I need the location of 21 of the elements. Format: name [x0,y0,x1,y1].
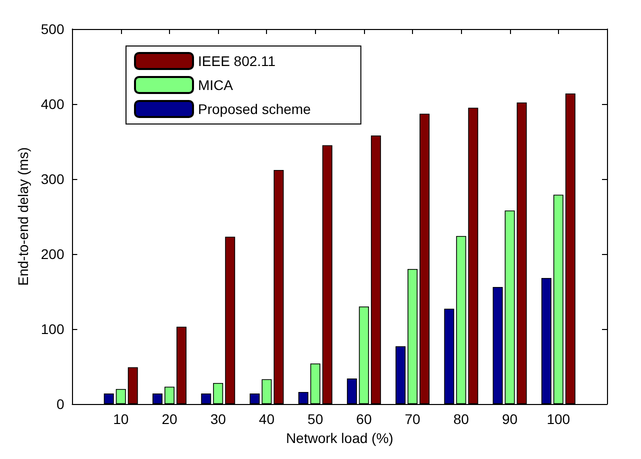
y-tick-label: 500 [40,21,64,37]
x-tick-label: 20 [162,411,178,427]
x-tick-label: 30 [210,411,226,427]
legend-label: Proposed scheme [198,101,312,117]
y-tick-label: 100 [40,321,64,337]
x-tick-label: 40 [258,411,275,427]
x-tick-label: 50 [308,411,324,427]
y-axis-title: End-to-end delay (ms) [15,147,31,286]
legend-label: MICA [198,77,234,93]
x-axis-title: Network load (%) [286,430,394,446]
y-tick-label: 0 [56,396,64,412]
x-tick-label: 70 [404,411,421,427]
x-tick-label: 10 [113,411,129,427]
y-tick-label: 300 [40,171,64,187]
x-tick-label: 100 [546,411,570,427]
legend-label: IEEE 802.11 [198,53,276,69]
y-tick-label: 200 [40,246,64,262]
y-tick-label: 400 [40,96,64,112]
x-tick-label: 80 [453,411,470,427]
x-tick-label: 60 [356,411,372,427]
x-tick-label: 90 [502,411,518,427]
